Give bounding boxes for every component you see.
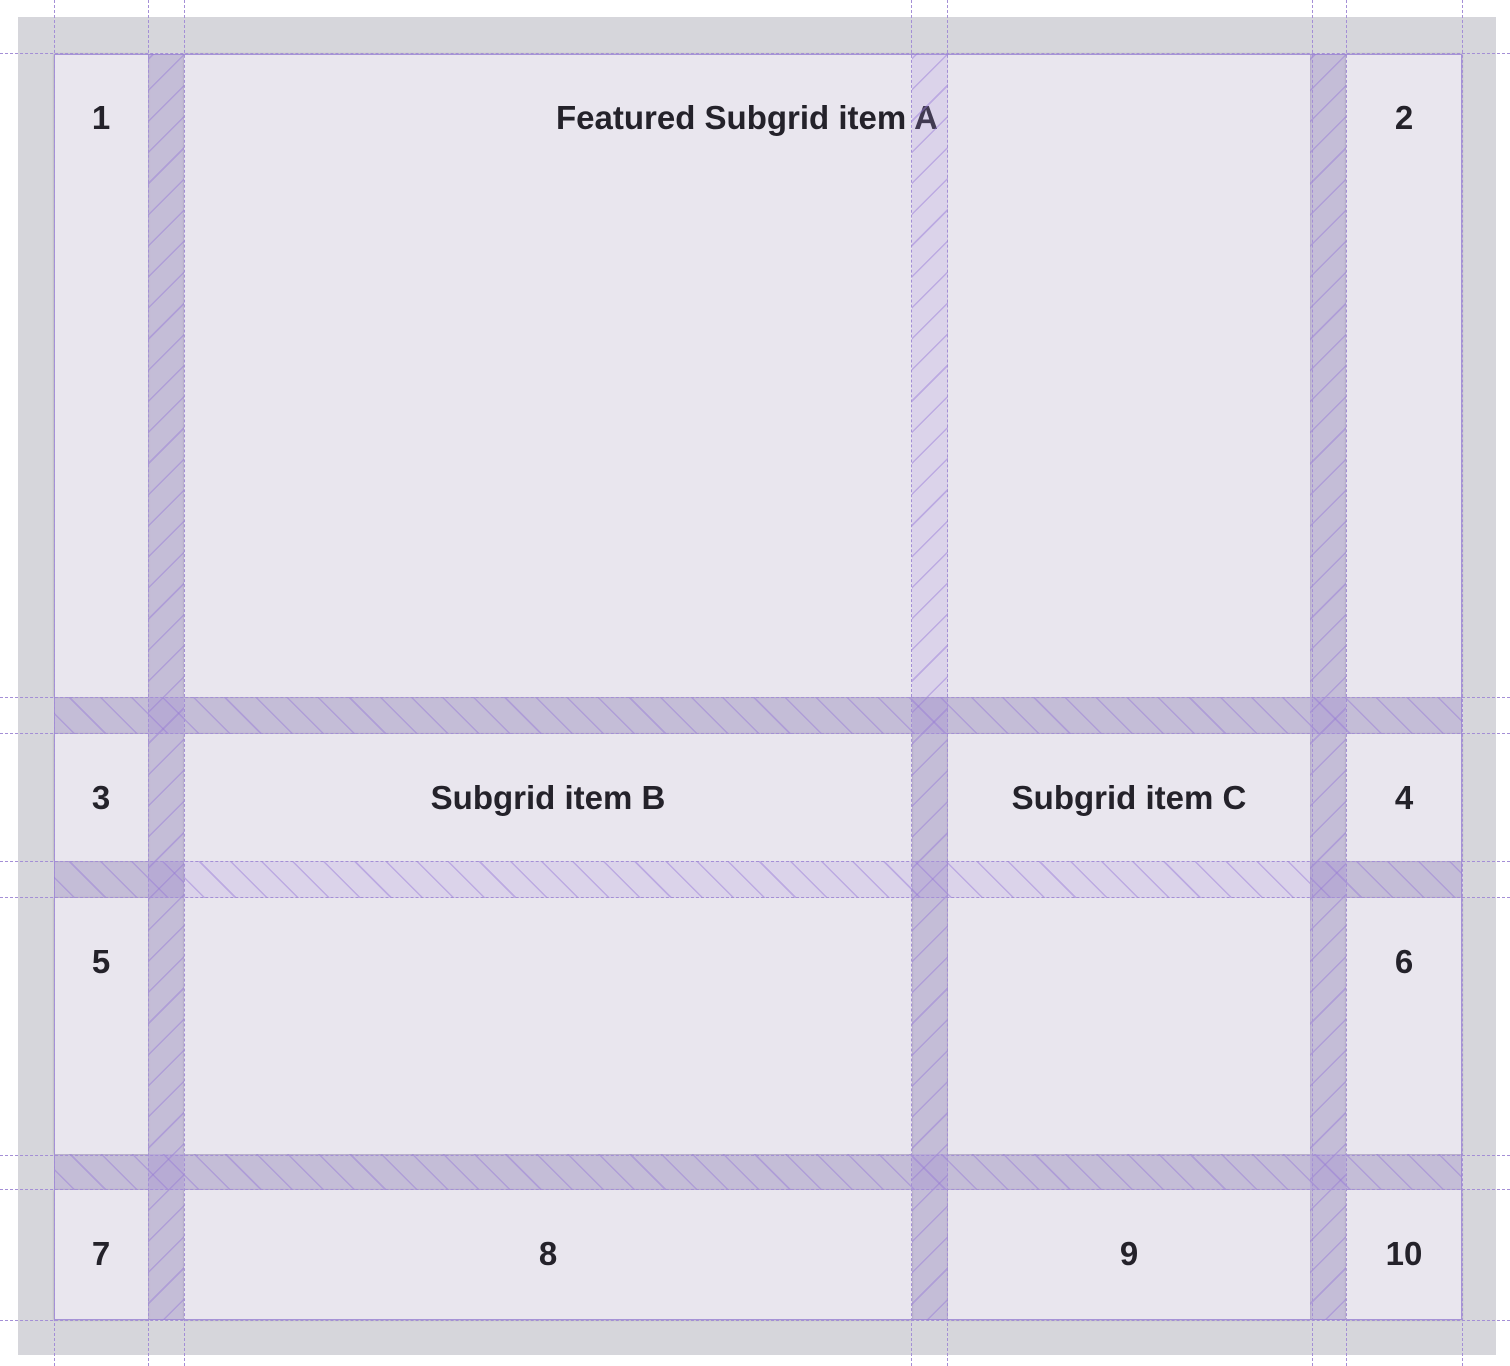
- grid-item-8: 8: [184, 1190, 912, 1320]
- row-gap-2-outer-left: [54, 861, 184, 898]
- grid-outline: [54, 54, 1462, 1320]
- item-label: 8: [538, 1235, 558, 1272]
- subgrid-item-b: Subgrid item B: [184, 734, 912, 1154]
- grid-line: [0, 1320, 1510, 1321]
- grid-line: [1462, 0, 1463, 1366]
- grid-line: [0, 697, 1510, 698]
- item-label: 9: [1119, 1235, 1139, 1272]
- grid-item-3: 3: [54, 734, 148, 861]
- grid-item-7: 7: [54, 1190, 148, 1320]
- subgrid-column-gap: [912, 54, 948, 697]
- grid-line: [0, 1155, 1510, 1156]
- grid-line: [184, 0, 185, 1366]
- row-gap-3: [54, 1154, 1462, 1190]
- item-label: 3: [91, 779, 111, 816]
- column-gap-2: [912, 697, 948, 1320]
- item-label: 10: [1385, 1235, 1423, 1272]
- grid-item-6: 6: [1346, 898, 1462, 1154]
- subgrid-item-c: Subgrid item C: [948, 734, 1310, 1154]
- grid-line: [1346, 0, 1347, 1366]
- row-gap-1: [54, 697, 1462, 734]
- item-label: 6: [1394, 943, 1414, 980]
- grid-line: [148, 0, 149, 1366]
- grid-item-2: 2: [1346, 54, 1462, 697]
- item-label: 7: [91, 1235, 111, 1272]
- featured-subgrid-item-a: Featured Subgrid item A: [184, 54, 1310, 697]
- grid-line: [0, 53, 1510, 54]
- grid-item-10: 10: [1346, 1190, 1462, 1320]
- grid-item-9: 9: [948, 1190, 1310, 1320]
- row-gap-2-outer-right: [1310, 861, 1462, 898]
- column-gap-3: [1310, 54, 1346, 1320]
- grid-line: [947, 0, 948, 1366]
- item-label: Subgrid item C: [1011, 779, 1247, 816]
- grid-line: [0, 897, 1510, 898]
- subgrid-row-gap: [184, 861, 1310, 898]
- grid-item-4: 4: [1346, 734, 1462, 861]
- grid-line: [54, 0, 55, 1366]
- grid-item-1: 1: [54, 54, 148, 697]
- item-label: Featured Subgrid item A: [556, 99, 938, 136]
- item-label: 1: [91, 99, 111, 136]
- item-label: Subgrid item B: [430, 779, 666, 816]
- grid-line: [0, 733, 1510, 734]
- grid-line: [0, 1189, 1510, 1190]
- grid-item-5: 5: [54, 898, 148, 1154]
- grid-line: [0, 861, 1510, 862]
- grid-line: [1312, 0, 1313, 1366]
- column-gap-1: [148, 54, 184, 1320]
- item-label: 4: [1394, 779, 1414, 816]
- grid-line: [911, 0, 912, 1366]
- item-label: 5: [91, 943, 111, 980]
- item-label: 2: [1394, 99, 1414, 136]
